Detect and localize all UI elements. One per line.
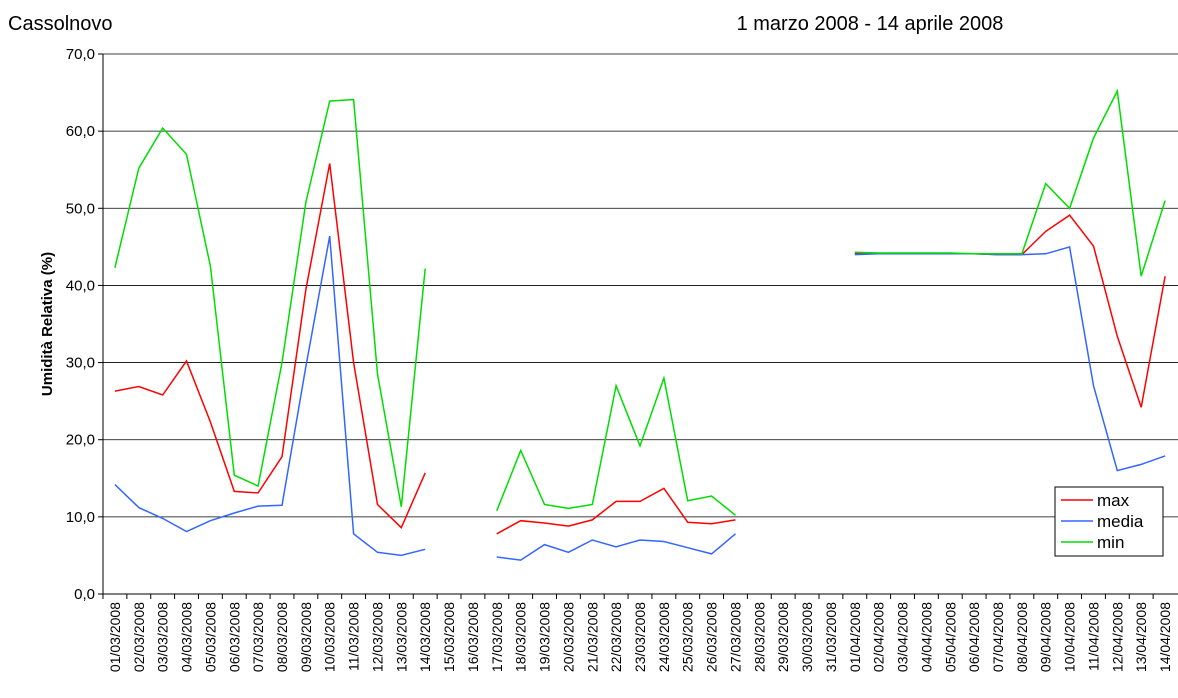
x-tick-label: 17/03/2008: [489, 602, 505, 672]
series-line: [114, 163, 1166, 535]
x-tick-label: 31/03/2008: [823, 602, 839, 672]
x-tick-label: 09/03/2008: [298, 602, 314, 672]
x-tick-label: 04/03/2008: [179, 602, 195, 672]
x-tick-label: 09/04/2008: [1038, 602, 1054, 672]
x-tick-label: 24/03/2008: [656, 602, 672, 672]
x-tick-label: 14/03/2008: [417, 602, 433, 672]
series-line: [114, 88, 1166, 516]
chart-title: Cassolnovo: [8, 13, 113, 35]
x-tick-label: 30/03/2008: [799, 602, 815, 672]
y-tick-label: 10,0: [66, 509, 95, 526]
y-axis-label: Umidità Relativa (%): [39, 252, 56, 396]
x-tick-label: 29/03/2008: [775, 602, 791, 672]
x-tick-label: 01/04/2008: [847, 602, 863, 672]
x-tick-label: 11/04/2008: [1085, 602, 1101, 671]
legend-label: max: [1097, 491, 1130, 510]
series-line: [114, 235, 1166, 561]
x-tick-label: 26/03/2008: [704, 602, 720, 672]
legend-label: min: [1097, 533, 1124, 552]
x-tick-label: 02/04/2008: [871, 602, 887, 672]
x-tick-label: 05/04/2008: [942, 602, 958, 672]
y-tick-label: 50,0: [66, 200, 95, 217]
x-tick-label: 04/04/2008: [918, 602, 934, 672]
x-tick-label: 12/03/2008: [369, 602, 385, 672]
x-tick-label: 21/03/2008: [584, 602, 600, 672]
x-tick-label: 06/03/2008: [226, 602, 242, 672]
x-tick-label: 02/03/2008: [131, 602, 147, 672]
x-tick-label: 08/03/2008: [274, 602, 290, 672]
x-tick-label: 05/03/2008: [202, 602, 218, 672]
x-tick-label: 01/03/2008: [107, 602, 123, 672]
x-tick-label: 06/04/2008: [966, 602, 982, 672]
x-tick-label: 28/03/2008: [751, 602, 767, 672]
legend-label: media: [1097, 512, 1144, 531]
y-tick-label: 0,0: [74, 586, 95, 603]
x-tick-label: 22/03/2008: [608, 602, 624, 672]
x-tick-label: 08/04/2008: [1014, 602, 1030, 672]
x-tick-label: 07/03/2008: [250, 602, 266, 672]
x-tick-label: 13/04/2008: [1133, 602, 1149, 672]
x-tick-label: 03/04/2008: [895, 602, 911, 672]
x-tick-label: 19/03/2008: [537, 602, 553, 672]
y-tick-label: 60,0: [66, 123, 95, 140]
x-tick-label: 07/04/2008: [990, 602, 1006, 672]
x-tick-label: 20/03/2008: [560, 602, 576, 672]
x-tick-label: 14/04/2008: [1157, 602, 1173, 672]
x-tick-label: 27/03/2008: [727, 602, 743, 672]
y-tick-label: 20,0: [66, 432, 95, 449]
y-tick-label: 40,0: [66, 277, 95, 294]
x-tick-label: 15/03/2008: [441, 602, 457, 672]
y-tick-label: 70,0: [66, 46, 95, 63]
x-tick-label: 25/03/2008: [680, 602, 696, 672]
x-tick-label: 18/03/2008: [513, 602, 529, 672]
x-tick-label: 03/03/2008: [155, 602, 171, 672]
x-tick-label: 13/03/2008: [393, 602, 409, 672]
x-tick-label: 11/03/2008: [346, 602, 362, 671]
x-tick-label: 12/04/2008: [1109, 602, 1125, 672]
x-tick-label: 10/03/2008: [322, 602, 338, 672]
x-tick-label: 10/04/2008: [1062, 602, 1078, 672]
x-tick-label: 23/03/2008: [632, 602, 648, 672]
y-tick-label: 30,0: [66, 355, 95, 372]
chart-subtitle: 1 marzo 2008 - 14 aprile 2008: [737, 13, 1004, 35]
x-tick-label: 16/03/2008: [465, 602, 481, 672]
